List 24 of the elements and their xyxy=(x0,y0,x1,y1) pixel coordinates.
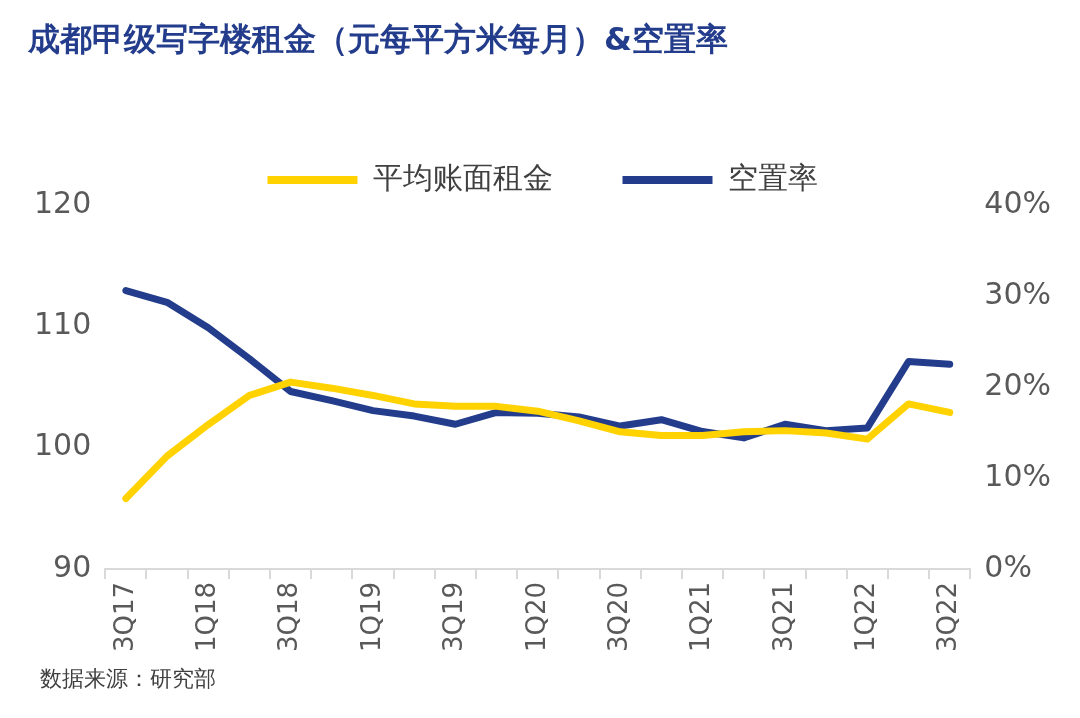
x-tick-label: 3Q21 xyxy=(767,581,798,652)
chart-title: 成都甲级写字楼租金（元每平方米每月）&空置率 xyxy=(28,19,728,60)
y-tick-label: 90 xyxy=(53,548,92,584)
x-tick-label: 1Q22 xyxy=(850,581,881,652)
x-tick-label: 3Q17 xyxy=(108,581,139,652)
x-tick-label: 1Q21 xyxy=(685,581,716,652)
x-tick-label: 1Q18 xyxy=(190,581,221,652)
y-tick-label: 110 xyxy=(34,306,92,342)
x-tick-label: 1Q20 xyxy=(520,581,551,652)
y2-tick-label: 10% xyxy=(984,457,1052,493)
y2-tick-label: 20% xyxy=(984,366,1052,402)
y-tick-label: 120 xyxy=(34,184,92,220)
legend-label: 平均账面租金 xyxy=(372,159,553,195)
y2-tick-label: 40% xyxy=(984,184,1052,220)
x-tick-label: 3Q22 xyxy=(932,581,963,652)
x-tick-label: 1Q19 xyxy=(355,581,386,652)
source-note: 数据来源：研究部 xyxy=(40,665,216,693)
legend-label: 空置率 xyxy=(727,159,818,195)
x-tick-label: 3Q19 xyxy=(438,581,469,652)
y-tick-label: 100 xyxy=(34,427,92,463)
x-tick-label: 3Q20 xyxy=(602,581,633,652)
y2-tick-label: 0% xyxy=(984,548,1032,584)
y2-tick-label: 30% xyxy=(984,275,1052,311)
x-tick-label: 3Q18 xyxy=(273,581,304,652)
